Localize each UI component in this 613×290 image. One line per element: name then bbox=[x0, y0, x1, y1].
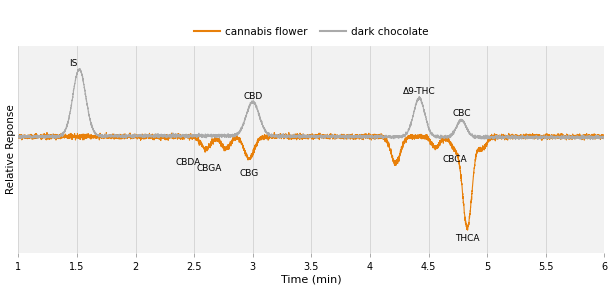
Text: THCA: THCA bbox=[455, 234, 479, 243]
Legend: cannabis flower, dark chocolate: cannabis flower, dark chocolate bbox=[189, 22, 433, 41]
Text: CBCA: CBCA bbox=[442, 155, 466, 164]
Text: CBD: CBD bbox=[243, 92, 262, 101]
Text: CBG: CBG bbox=[240, 169, 259, 178]
Text: CBGA: CBGA bbox=[197, 164, 222, 173]
Y-axis label: Relative Reponse: Relative Reponse bbox=[6, 104, 15, 194]
Text: IS: IS bbox=[69, 59, 78, 68]
Text: CBDA: CBDA bbox=[176, 158, 201, 167]
X-axis label: Time (min): Time (min) bbox=[281, 274, 341, 284]
Text: CBC: CBC bbox=[452, 109, 471, 118]
Text: Δ9-THC: Δ9-THC bbox=[403, 87, 435, 96]
